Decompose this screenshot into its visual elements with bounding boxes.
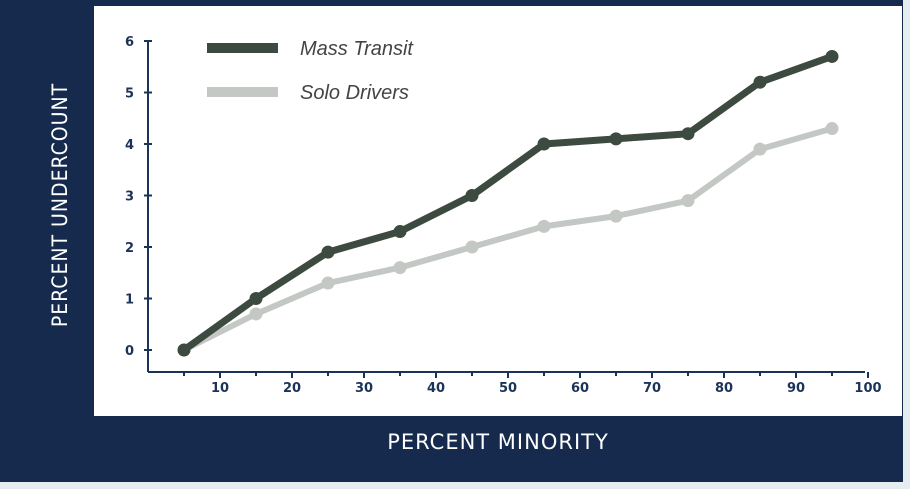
- x-tick-label: 10: [211, 381, 229, 396]
- data-point-mass-transit: [753, 75, 767, 89]
- data-point-solo-drivers: [753, 142, 767, 156]
- data-point-solo-drivers: [249, 307, 263, 321]
- x-tick-label: 30: [355, 381, 373, 396]
- x-tick-label: 90: [787, 381, 805, 396]
- data-point-mass-transit: [393, 225, 407, 239]
- data-point-solo-drivers: [393, 261, 407, 275]
- data-point-mass-transit: [609, 132, 623, 146]
- x-tick-label: 40: [427, 381, 445, 396]
- legend-label: Solo Drivers: [300, 82, 409, 104]
- x-tick-label: 80: [715, 381, 733, 396]
- series-line-mass-transit: [180, 52, 836, 354]
- x-tick-label: 70: [643, 381, 661, 396]
- y-tick-label: 3: [125, 190, 134, 205]
- x-axis-label: PERCENT MINORITY: [387, 430, 609, 454]
- data-point-mass-transit: [465, 189, 479, 202]
- legend-label: Mass Transit: [300, 38, 414, 60]
- data-point-mass-transit: [537, 137, 551, 151]
- plot-panel: [94, 6, 902, 416]
- y-tick-label: 1: [125, 293, 134, 308]
- data-point-solo-drivers: [825, 122, 839, 136]
- y-tick-label: 4: [125, 138, 134, 153]
- series-line-solo-drivers: [181, 125, 835, 353]
- data-point-mass-transit: [249, 292, 263, 305]
- x-tick-label: 100: [854, 381, 881, 396]
- x-tick-label: 50: [499, 381, 517, 396]
- y-tick-label: 5: [125, 87, 134, 102]
- x-tick-label: 20: [283, 381, 301, 396]
- data-point-mass-transit: [681, 127, 695, 141]
- data-point-mass-transit: [825, 49, 839, 63]
- y-tick-label: 2: [125, 241, 134, 256]
- chart-frame: PERCENT UNDERCOUNT PERCENT MINORITY: [0, 0, 903, 482]
- data-point-solo-drivers: [609, 209, 623, 223]
- y-tick-label: 6: [125, 35, 134, 50]
- data-point-solo-drivers: [465, 240, 479, 254]
- data-point-solo-drivers: [681, 194, 695, 208]
- y-tick-label: 0: [125, 344, 134, 359]
- x-tick-label: 60: [571, 381, 589, 396]
- data-point-solo-drivers: [537, 219, 551, 233]
- data-point-solo-drivers: [321, 276, 335, 290]
- data-point-mass-transit: [321, 245, 335, 259]
- data-point-mass-transit: [177, 343, 191, 357]
